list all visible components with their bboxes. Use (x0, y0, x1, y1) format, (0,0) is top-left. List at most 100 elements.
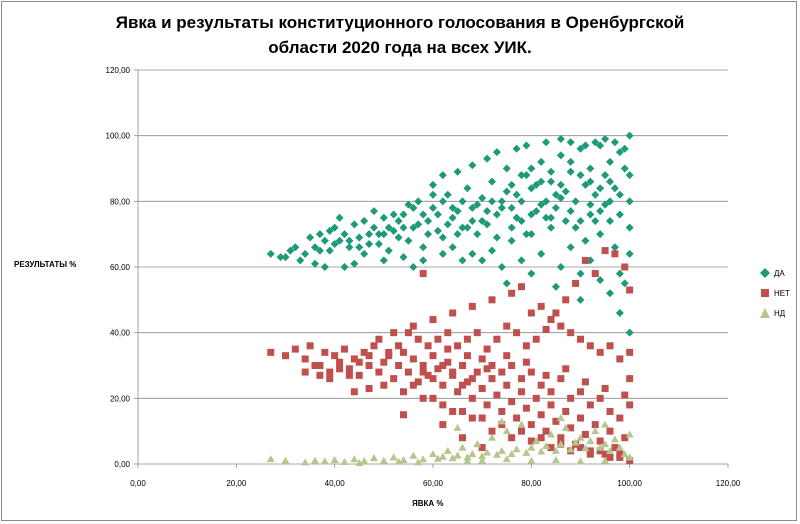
data-point-triangle (591, 427, 600, 435)
data-point-square (567, 394, 575, 402)
data-point-square (596, 447, 604, 455)
data-point-square (400, 411, 407, 419)
data-point-diamond (625, 249, 634, 258)
data-point-diamond (507, 180, 516, 189)
data-point-diamond (345, 236, 354, 245)
data-point-diamond (291, 243, 300, 252)
data-point-diamond (433, 226, 442, 235)
data-point-square (498, 421, 506, 429)
data-point-diamond (537, 157, 546, 166)
data-point-diamond (561, 187, 570, 196)
data-point-diamond (566, 157, 575, 166)
data-point-square (606, 453, 614, 461)
data-point-square (488, 375, 496, 383)
data-point-triangle (625, 453, 634, 461)
data-point-square (562, 407, 570, 415)
y-tick-label: 0,00 (114, 460, 130, 469)
data-point-square (498, 407, 506, 415)
data-point-square (503, 322, 511, 330)
data-point-diamond (483, 154, 492, 163)
data-point-square (581, 378, 589, 386)
data-point-square (429, 375, 437, 383)
y-tick-label: 60,00 (110, 263, 131, 272)
data-point-square (626, 348, 634, 356)
data-point-triangle (507, 450, 516, 458)
data-point-diamond (325, 246, 334, 255)
data-point-square (375, 368, 383, 376)
data-point-diamond (468, 249, 477, 258)
data-point-square (434, 365, 442, 373)
data-point-triangle (301, 458, 310, 466)
data-point-triangle (355, 459, 364, 467)
data-point-diamond (438, 249, 447, 258)
data-point-diamond (556, 151, 565, 160)
data-point-diamond (463, 223, 472, 232)
data-point-triangle (399, 456, 408, 464)
data-point-diamond (266, 249, 275, 258)
data-point-diamond (399, 223, 408, 232)
data-point-square (341, 345, 348, 353)
legend-item-da: ДА (760, 263, 790, 283)
data-point-square (306, 342, 314, 350)
data-point-square (301, 355, 309, 363)
data-point-diamond (507, 203, 516, 212)
data-point-diamond (556, 194, 565, 203)
data-point-square (429, 394, 437, 402)
data-point-square (606, 407, 614, 415)
data-point-diamond (414, 197, 423, 206)
data-point-diamond (448, 213, 457, 222)
data-point-diamond (340, 263, 349, 271)
data-point-triangle (414, 458, 423, 466)
data-point-triangle (458, 443, 467, 451)
data-point-square (518, 427, 525, 435)
data-point-diamond (497, 197, 506, 206)
data-point-square (488, 427, 496, 435)
data-point-diamond (517, 197, 526, 206)
data-point-diamond (527, 184, 536, 193)
data-point-square (577, 414, 584, 422)
data-point-square (380, 381, 388, 389)
data-point-diamond (625, 223, 634, 232)
data-point-square (577, 388, 584, 396)
data-point-diamond (556, 134, 565, 143)
data-point-diamond (517, 217, 526, 226)
data-point-square (473, 329, 481, 337)
data-point-square (282, 352, 289, 360)
data-point-square (503, 352, 511, 360)
data-point-triangle (463, 457, 472, 465)
y-tick-label: 120,00 (106, 66, 131, 75)
x-tick-label: 60,00 (423, 479, 444, 488)
data-point-triangle (566, 445, 575, 453)
data-point-diamond (571, 223, 580, 232)
data-point-triangle (463, 453, 472, 461)
data-point-square (616, 450, 624, 458)
data-point-square (586, 450, 594, 458)
data-point-diamond (478, 217, 487, 226)
data-point-diamond (453, 230, 462, 239)
data-point-diamond (615, 308, 624, 317)
data-point-diamond (492, 148, 501, 157)
data-point-square (395, 362, 403, 369)
data-point-square (621, 263, 629, 271)
data-point-triangle (448, 454, 457, 462)
data-point-triangle (453, 451, 462, 459)
data-point-square (522, 358, 530, 366)
data-point-square (267, 348, 275, 356)
x-tick-label: 0,00 (130, 479, 146, 488)
data-point-square (355, 371, 363, 379)
data-point-square (419, 394, 427, 402)
data-point-square (454, 342, 462, 350)
data-point-diamond (532, 207, 541, 216)
data-point-square (488, 362, 496, 369)
data-point-diamond (473, 200, 482, 209)
data-point-square (581, 256, 589, 264)
data-point-diamond (350, 259, 359, 268)
data-point-diamond (384, 223, 393, 232)
data-point-triangle (502, 455, 511, 463)
data-point-diamond (394, 217, 403, 226)
data-point-diamond (596, 230, 605, 239)
data-point-square (336, 365, 344, 373)
data-point-diamond (625, 328, 634, 337)
data-point-diamond (306, 233, 315, 242)
